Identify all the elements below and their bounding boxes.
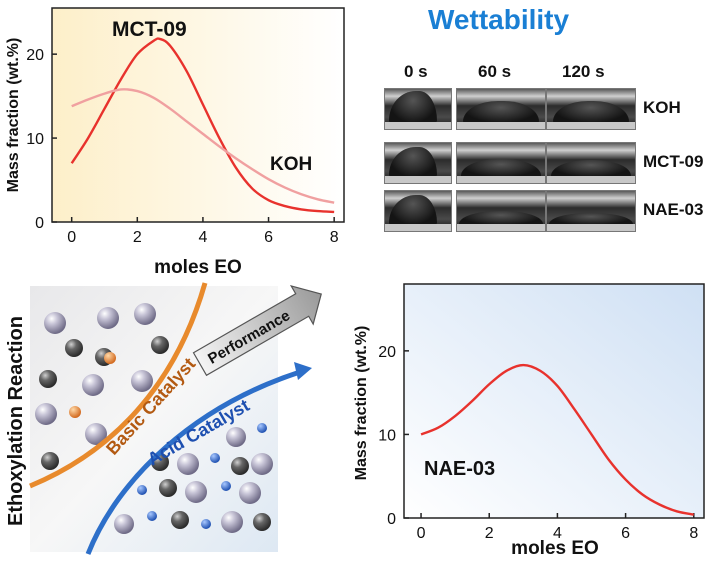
bottom-chart-svg: 0 2 4 6 8 0 10 20 NAE-03 moles EO Mass fraction…: [353, 283, 705, 559]
droplet-mct-60s: [456, 142, 546, 184]
bottom-chart-series-line-0: [420, 363, 695, 516]
top-chart-series-line-1: [71, 88, 335, 204]
molecule: [65, 339, 83, 357]
performance-arrow-shape: [192, 284, 322, 377]
wettability-title: Wettability: [428, 4, 570, 35]
molecule: [44, 312, 66, 334]
droplet-koh-120s: [546, 88, 636, 130]
catalyst-particle: [137, 485, 147, 495]
top-chart-y-tick-label: 10: [26, 131, 44, 148]
bottom-chart: 0 2 4 6 8 0 10 20 NAE-03 moles EO Mass fraction…: [350, 278, 719, 559]
molecule: [239, 482, 261, 504]
bottom-chart-x-tick-label: 4: [553, 525, 562, 542]
top-y-axis-label: Mass fraction (wt.%): [5, 38, 22, 193]
catalyst-particle: [221, 481, 231, 491]
molecule: [97, 307, 119, 329]
top-chart-x-tick-label: 4: [198, 229, 207, 246]
catalyst-particle: [201, 519, 211, 529]
bottom-annotation-nae: NAE-03: [424, 458, 495, 480]
droplet-mct-120s: [546, 142, 636, 184]
top-chart: 0 2 4 6 8 0 10 20 MCT-09 KOH moles EO Mass frac…: [0, 0, 350, 278]
acid-arrow-head: [294, 362, 312, 380]
schematic: Ethoxylation Reaction: [0, 278, 340, 558]
droplet-nae-0s: [384, 190, 452, 232]
time-label-0s: 0 s: [404, 62, 428, 81]
molecule: [159, 479, 177, 497]
bottom-chart-y-tick-label: 20: [378, 344, 396, 361]
catalyst-particle: [147, 511, 157, 521]
catalyst-particle: [210, 453, 220, 463]
time-label-120s: 120 s: [562, 62, 605, 81]
top-chart-svg: 0 2 4 6 8 0 10 20 MCT-09 KOH moles EO Mass frac…: [5, 7, 345, 278]
top-annotation-mct: MCT-09: [112, 18, 187, 41]
bottom-chart-x-tick-label: 8: [689, 525, 698, 542]
molecule: [226, 427, 246, 447]
top-chart-y-tick-label: 20: [26, 47, 44, 64]
bottom-chart-x-tick-label: 2: [485, 525, 494, 542]
bottom-y-axis-label: Mass fraction (wt.%): [353, 326, 370, 481]
row-label-mct: MCT-09: [643, 152, 704, 171]
molecule: [171, 511, 189, 529]
bottom-chart-y-tick-label: 0: [387, 511, 396, 528]
bottom-chart-x-tick-label: 6: [621, 525, 630, 542]
droplet-koh-0s: [384, 88, 452, 130]
row-label-koh: KOH: [643, 98, 681, 117]
bottom-chart-y-tick-label: 10: [378, 427, 396, 444]
molecule: [253, 513, 271, 531]
bottom-x-axis-label: moles EO: [511, 538, 599, 558]
schematic-svg: Ethoxylation Reaction: [5, 282, 322, 555]
molecule: [177, 453, 199, 475]
molecule: [231, 457, 249, 475]
top-chart-x-tick-label: 6: [264, 229, 273, 246]
top-chart-x-tick-label: 2: [133, 229, 142, 246]
molecule: [35, 403, 57, 425]
droplet-nae-60s: [456, 190, 546, 232]
molecule: [82, 374, 104, 396]
ethoxylation-reaction-label: Ethoxylation Reaction: [5, 316, 27, 526]
basic-region-molecules: [35, 303, 169, 470]
droplet-koh-60s: [456, 88, 546, 130]
top-chart-y-tick-label: 0: [35, 215, 44, 232]
acid-region-molecules: [114, 423, 273, 534]
bottom-chart-x-tick-label: 0: [417, 525, 426, 542]
droplet-nae-120s: [546, 190, 636, 232]
acid-catalyst-curve: [85, 369, 301, 555]
molecule: [85, 423, 107, 445]
top-chart-series-line-0: [70, 37, 335, 214]
bottom-plot-area: [403, 283, 705, 519]
molecule: [114, 514, 134, 534]
top-chart-x-tick-label: 8: [330, 229, 339, 246]
droplet-mct-0s: [384, 142, 452, 184]
catalyst-particle: [104, 352, 116, 364]
catalyst-particle: [257, 423, 267, 433]
molecule: [41, 452, 59, 470]
top-x-axis-label: moles EO: [154, 257, 242, 278]
row-label-nae: NAE-03: [643, 200, 704, 219]
molecule: [39, 370, 57, 388]
top-plot-area: [51, 7, 345, 223]
molecule: [134, 303, 156, 325]
time-label-60s: 60 s: [478, 62, 512, 81]
molecule: [185, 481, 207, 503]
molecule: [251, 453, 273, 475]
molecule: [131, 370, 153, 392]
molecule: [151, 336, 169, 354]
molecule: [221, 511, 243, 533]
top-annotation-koh: KOH: [270, 154, 312, 175]
top-chart-x-tick-label: 0: [67, 229, 76, 246]
catalyst-particle: [69, 406, 81, 418]
basic-catalyst-curve: [29, 282, 208, 489]
